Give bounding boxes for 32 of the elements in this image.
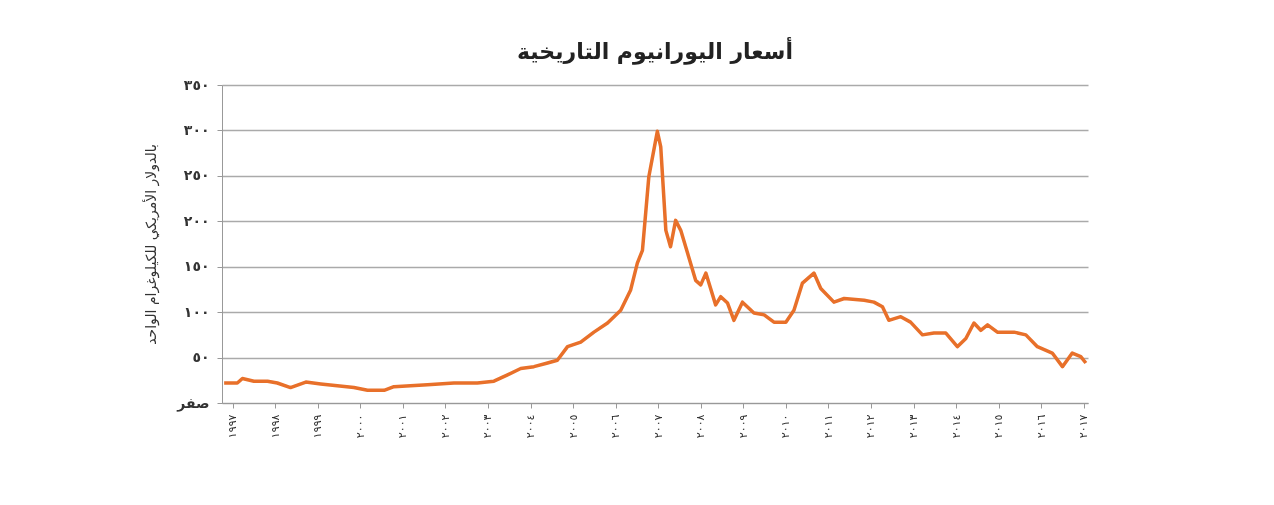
- x-tick-label: ٢٠٠٤: [524, 414, 538, 439]
- x-tick-label: ٢٠١٧: [1077, 414, 1091, 439]
- x-tick-label: ٢٠١٣: [907, 414, 921, 439]
- x-tick-label: ١٩٩٨: [268, 414, 282, 439]
- y-tick-label: ٢٠٠: [183, 212, 210, 229]
- y-tick-label: ٢٥٠: [183, 167, 210, 184]
- x-tick-label: ٢٠٠٥: [566, 414, 580, 439]
- y-tick-label: ٣٥٠: [183, 76, 210, 93]
- x-tick-label: ٢٠٠٢: [438, 414, 452, 439]
- line-series: [222, 129, 1088, 393]
- x-tick-label: ٢٠٠٠: [353, 414, 367, 439]
- y-tick-label: ٣٠٠: [183, 121, 210, 138]
- x-tick-label: ٢٠٠٣: [481, 414, 495, 439]
- x-tick-label: ١٩٩٩: [311, 414, 325, 439]
- y-tick-label: ١٠٠: [183, 303, 210, 320]
- x-tick-label: ٢٠٠١: [396, 414, 410, 439]
- x-tick-label: ٢٠٠٦: [609, 414, 623, 439]
- x-tick-label: ٢٠١٥: [992, 414, 1006, 439]
- x-tick-label: ٢٠١٤: [949, 414, 963, 439]
- chart-title: أسعار اليورانيوم التاريخية: [517, 36, 793, 65]
- x-tick-label: ١٩٩٧: [226, 414, 240, 439]
- x-tick-label: ٢٠١٠: [779, 414, 793, 439]
- y-axis-title: بالدولار الأمريكي للكيلوغرام الواحد: [142, 144, 161, 345]
- y-tick-label: ١٥٠: [183, 258, 210, 275]
- y-tick-label: ٥٠: [192, 349, 210, 366]
- x-tick-label: ٢٠٠٨: [694, 414, 708, 439]
- x-tick-label: ٢٠١١: [821, 414, 835, 439]
- y-tick-label: صفر: [176, 394, 210, 412]
- x-tick-label: ٢٠١٦: [1034, 414, 1048, 439]
- x-tick-label: ٢٠٠٩: [736, 414, 750, 439]
- x-tick-label: ٢٠١٢: [864, 414, 878, 439]
- x-tick-label: ٢٠٠٧: [651, 414, 665, 439]
